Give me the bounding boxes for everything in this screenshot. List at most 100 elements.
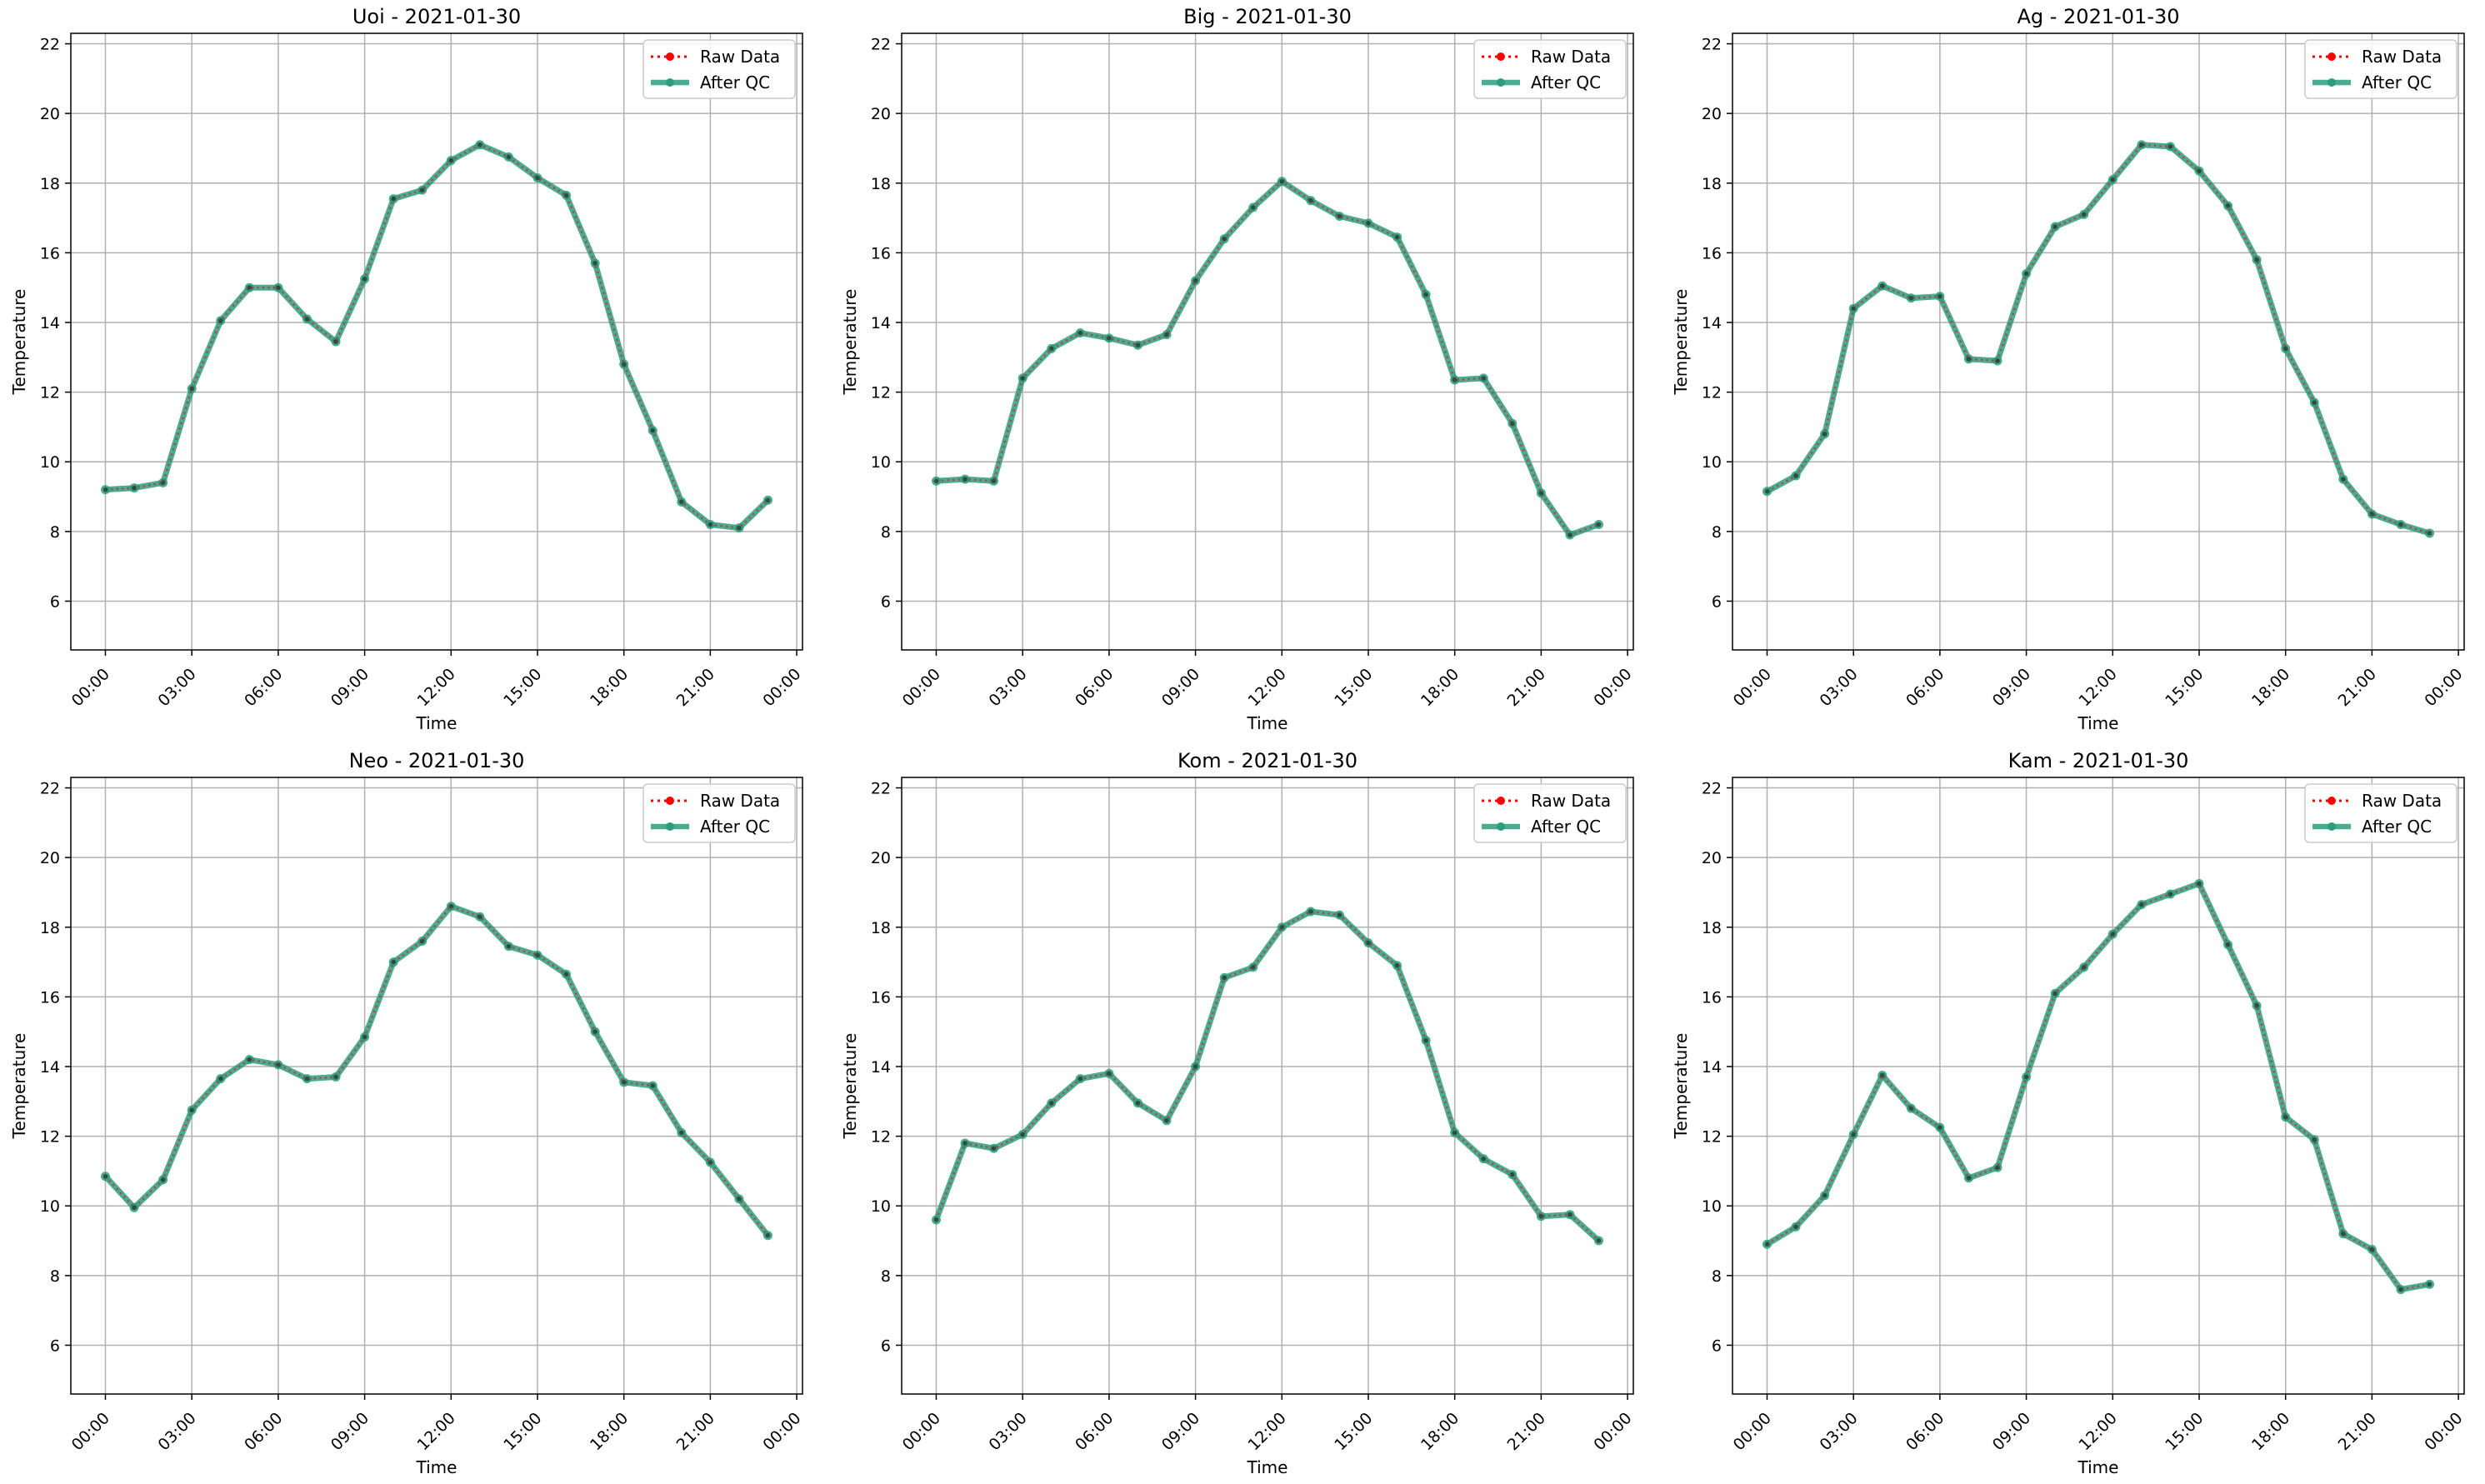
point-raw-data — [1192, 1064, 1198, 1069]
point-raw-data — [2282, 346, 2288, 352]
legend-label-after-qc: After QC — [2362, 817, 2432, 837]
subplot-title: Neo - 2021-01-30 — [349, 749, 525, 772]
y-tick-label: 6 — [881, 592, 891, 611]
subplot-title: Kam - 2021-01-30 — [2008, 749, 2189, 772]
y-tick-label: 18 — [1702, 175, 1722, 193]
y-tick-label: 22 — [40, 780, 60, 798]
y-tick-label: 8 — [1712, 1267, 1722, 1286]
x-axis-label: Time — [416, 713, 458, 733]
point-raw-data — [1596, 522, 1602, 527]
y-tick-label: 10 — [40, 453, 60, 472]
legend: Raw Data After QC — [1473, 39, 1627, 99]
point-raw-data — [621, 362, 627, 367]
point-raw-data — [1596, 1238, 1602, 1243]
y-tick-label: 14 — [1702, 314, 1722, 332]
y-tick-label: 6 — [1712, 592, 1722, 611]
point-raw-data — [535, 175, 540, 181]
legend-label-after-qc: After QC — [1531, 72, 1601, 92]
point-raw-data — [962, 477, 968, 482]
y-tick-label: 6 — [1712, 1337, 1722, 1355]
legend: Raw Data After QC — [2304, 783, 2458, 843]
point-raw-data — [1048, 346, 1054, 352]
point-raw-data — [2168, 144, 2173, 149]
point-raw-data — [2369, 512, 2375, 517]
point-raw-data — [1107, 1071, 1112, 1077]
point-raw-data — [592, 1029, 598, 1034]
point-raw-data — [304, 1076, 310, 1082]
legend: Raw Data After QC — [1473, 783, 1627, 843]
point-raw-data — [737, 1197, 742, 1202]
series-line-raw-data — [935, 910, 1600, 1242]
y-tick-label: 14 — [871, 1058, 891, 1077]
point-raw-data — [2369, 1247, 2375, 1252]
point-raw-data — [1048, 1101, 1054, 1106]
point-raw-data — [1337, 912, 1342, 917]
point-raw-data — [563, 972, 569, 977]
point-raw-data — [933, 478, 939, 484]
y-tick-label: 10 — [871, 453, 891, 472]
x-axis-label: Time — [416, 1457, 458, 1477]
series-line-after-qc — [1765, 881, 2431, 1293]
point-raw-data — [1164, 1118, 1169, 1123]
y-tick-label: 14 — [871, 314, 891, 332]
y-tick-label: 14 — [1702, 1058, 1722, 1077]
legend-label-after-qc: After QC — [2362, 72, 2432, 92]
point-raw-data — [1764, 488, 1770, 494]
point-raw-data — [2139, 142, 2144, 147]
point-raw-data — [2168, 892, 2173, 897]
point-raw-data — [1851, 1132, 1856, 1137]
point-raw-data — [708, 1160, 713, 1165]
legend-label-after-qc: After QC — [1531, 817, 1601, 837]
y-tick-label: 20 — [40, 849, 60, 867]
point-raw-data — [478, 142, 482, 147]
y-tick-label: 16 — [1702, 988, 1722, 1007]
y-tick-label: 6 — [50, 1337, 60, 1355]
y-axis-label: Temperature — [9, 1033, 29, 1140]
point-raw-data — [1510, 1172, 1515, 1177]
legend-marker-after-qc — [2328, 78, 2336, 87]
point-raw-data — [2225, 203, 2231, 208]
point-raw-data — [1822, 431, 1828, 437]
y-tick-label: 18 — [871, 919, 891, 937]
point-raw-data — [1822, 1192, 1828, 1198]
y-tick-label: 14 — [40, 1058, 60, 1077]
legend-label-raw-data: Raw Data — [2362, 47, 2442, 67]
point-raw-data — [362, 1034, 368, 1040]
point-raw-data — [247, 285, 252, 290]
legend-label-raw-data: Raw Data — [700, 791, 780, 811]
point-raw-data — [1423, 292, 1428, 297]
y-tick-label: 8 — [881, 523, 891, 542]
point-raw-data — [1908, 295, 1914, 301]
point-raw-data — [737, 525, 742, 531]
point-raw-data — [2110, 177, 2116, 182]
series-line-after-qc — [936, 178, 1600, 538]
point-raw-data — [1135, 1101, 1141, 1106]
point-raw-data — [419, 938, 425, 944]
point-raw-data — [1308, 909, 1313, 914]
point-raw-data — [1366, 940, 1371, 946]
legend-marker-after-qc — [2328, 822, 2336, 831]
point-raw-data — [991, 478, 997, 484]
point-raw-data — [2254, 257, 2259, 262]
legend-marker-raw-data — [666, 52, 674, 61]
y-tick-label: 10 — [871, 1197, 891, 1216]
point-raw-data — [362, 276, 368, 282]
y-tick-label: 20 — [871, 849, 891, 867]
axes-frame — [901, 32, 1634, 651]
point-raw-data — [1510, 421, 1515, 427]
y-tick-label: 12 — [1702, 1128, 1722, 1147]
point-raw-data — [1995, 358, 2000, 363]
point-raw-data — [1222, 236, 1227, 242]
legend-label-raw-data: Raw Data — [2362, 791, 2442, 811]
point-raw-data — [2398, 522, 2403, 527]
point-raw-data — [962, 1141, 968, 1146]
point-raw-data — [1995, 1165, 2000, 1171]
point-raw-data — [1793, 1224, 1798, 1230]
y-tick-label: 10 — [1702, 453, 1722, 472]
point-raw-data — [535, 952, 540, 958]
y-tick-label: 6 — [50, 592, 60, 611]
point-raw-data — [1851, 306, 1856, 312]
series-line-raw-data — [1766, 143, 2430, 535]
legend-label-after-qc: After QC — [700, 817, 770, 837]
